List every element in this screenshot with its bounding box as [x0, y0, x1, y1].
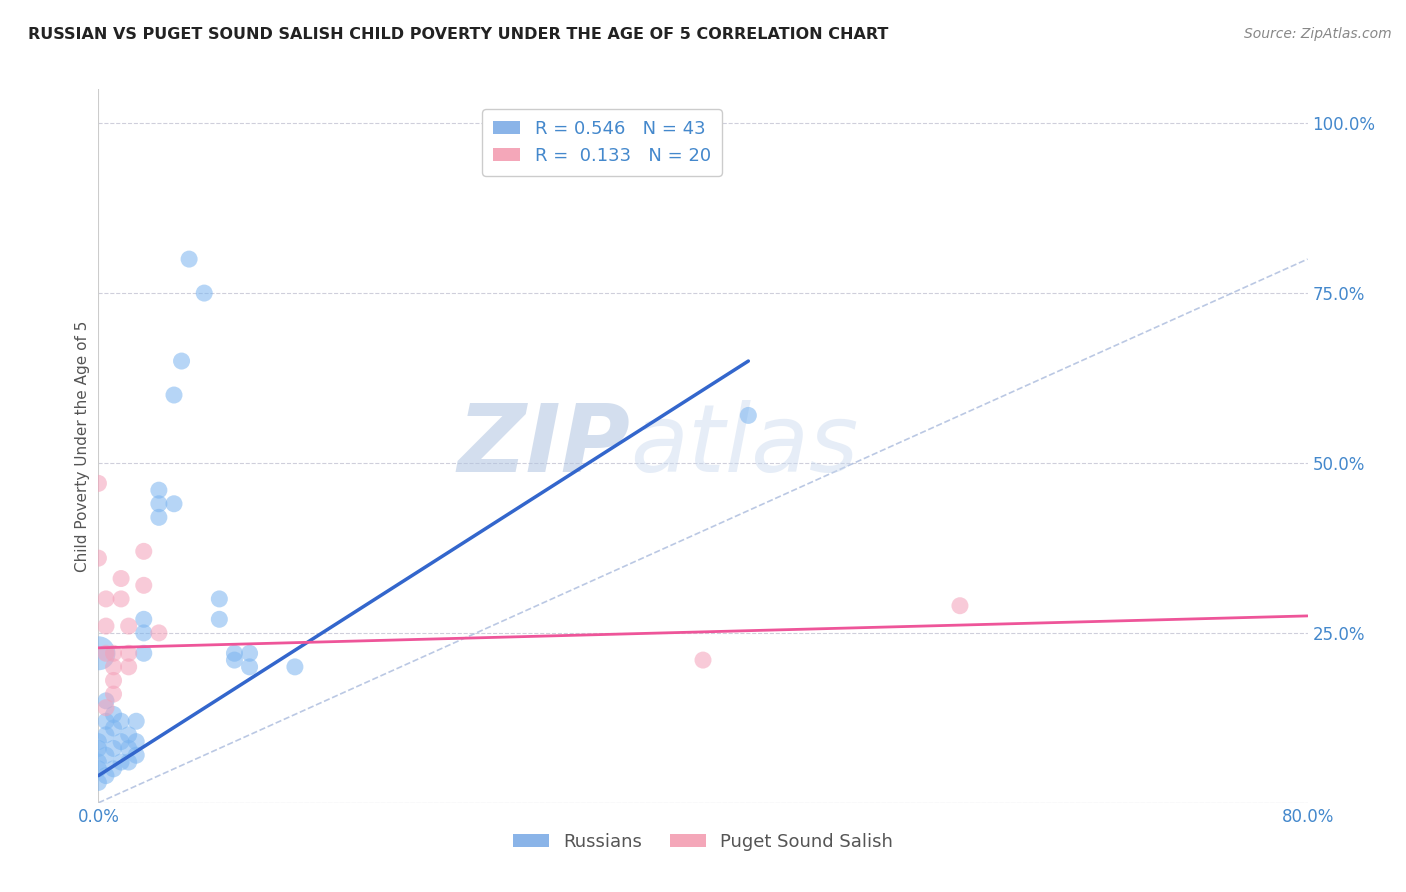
Point [132, 646, 155, 660]
Text: Source: ZipAtlas.com: Source: ZipAtlas.com [1244, 27, 1392, 41]
Point [87, 755, 110, 769]
Point [87, 551, 110, 566]
Point [110, 755, 132, 769]
Point [132, 612, 155, 626]
Point [193, 286, 215, 301]
Point [87, 476, 110, 491]
Point [737, 409, 759, 423]
Point [163, 497, 186, 511]
Point [103, 660, 125, 674]
Point [132, 578, 155, 592]
Point [110, 572, 132, 586]
Point [208, 612, 231, 626]
Point [132, 544, 155, 558]
Point [148, 510, 170, 524]
Point [125, 748, 148, 763]
Point [125, 714, 148, 729]
Point [148, 483, 170, 498]
Point [148, 626, 170, 640]
Text: ZIP: ZIP [457, 400, 630, 492]
Point [94, 646, 117, 660]
Point [118, 741, 141, 756]
Point [94, 728, 117, 742]
Point [94, 714, 117, 729]
Point [118, 619, 141, 633]
Point [110, 591, 132, 606]
Point [87, 734, 110, 748]
Point [94, 694, 117, 708]
Point [103, 673, 125, 688]
Point [103, 646, 125, 660]
Point [170, 354, 193, 368]
Y-axis label: Child Poverty Under the Age of 5: Child Poverty Under the Age of 5 [75, 320, 90, 572]
Point [94, 591, 117, 606]
Point [87, 646, 110, 660]
Text: atlas: atlas [630, 401, 859, 491]
Point [224, 653, 246, 667]
Point [148, 497, 170, 511]
Point [224, 646, 246, 660]
Point [110, 734, 132, 748]
Point [949, 599, 972, 613]
Point [94, 619, 117, 633]
Point [103, 687, 125, 701]
Point [118, 728, 141, 742]
Point [94, 748, 117, 763]
Point [132, 626, 155, 640]
Point [103, 762, 125, 776]
Point [118, 646, 141, 660]
Point [208, 591, 231, 606]
Point [239, 660, 262, 674]
Point [125, 734, 148, 748]
Point [110, 714, 132, 729]
Point [87, 775, 110, 789]
Point [118, 660, 141, 674]
Point [103, 707, 125, 722]
Text: RUSSIAN VS PUGET SOUND SALISH CHILD POVERTY UNDER THE AGE OF 5 CORRELATION CHART: RUSSIAN VS PUGET SOUND SALISH CHILD POVE… [28, 27, 889, 42]
Point [87, 762, 110, 776]
Point [103, 721, 125, 735]
Point [179, 252, 201, 266]
Legend: Russians, Puget Sound Salish: Russians, Puget Sound Salish [506, 826, 900, 858]
Point [163, 388, 186, 402]
Point [284, 660, 307, 674]
Point [94, 769, 117, 783]
Point [692, 653, 714, 667]
Point [118, 755, 141, 769]
Point [239, 646, 262, 660]
Point [103, 741, 125, 756]
Point [87, 741, 110, 756]
Point [94, 700, 117, 714]
